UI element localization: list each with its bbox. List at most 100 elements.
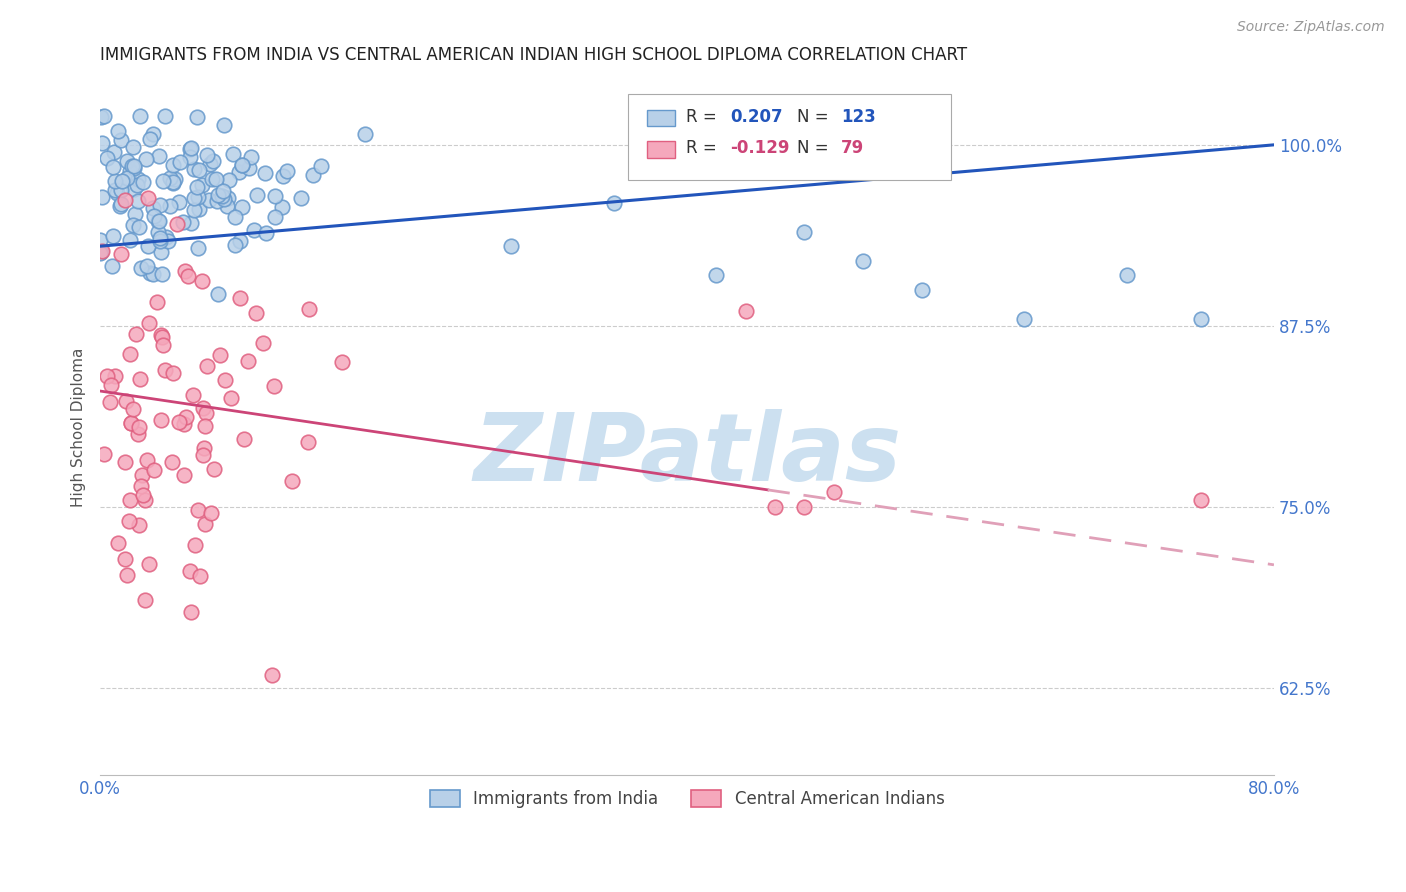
Point	[155, 362, 177, 376]
Point	[149, 231, 172, 245]
Point	[138, 317, 160, 331]
Point	[499, 239, 522, 253]
Point	[179, 142, 201, 156]
Point	[103, 174, 125, 188]
Point	[128, 219, 150, 234]
Point	[90, 110, 112, 124]
Point	[128, 194, 150, 209]
Point	[224, 211, 246, 225]
Point	[90, 190, 112, 204]
Point	[187, 190, 209, 204]
Point	[177, 268, 200, 283]
Point	[150, 329, 173, 343]
Point	[110, 196, 132, 211]
Point	[152, 174, 174, 188]
Point	[152, 338, 174, 352]
Point	[194, 406, 217, 420]
Point	[103, 145, 125, 159]
Point	[114, 455, 136, 469]
Point	[153, 109, 176, 123]
Point	[138, 239, 160, 253]
Point	[115, 154, 138, 169]
Point	[194, 418, 217, 433]
Point	[243, 223, 266, 237]
Point	[214, 374, 236, 388]
Point	[125, 178, 148, 192]
Point	[180, 605, 202, 619]
Text: N =: N =	[797, 139, 834, 157]
Point	[120, 233, 142, 247]
Point	[201, 154, 224, 169]
Point	[231, 200, 253, 214]
Point	[246, 188, 269, 202]
Point	[155, 229, 177, 244]
Point	[135, 152, 157, 166]
Point	[107, 123, 129, 137]
Point	[129, 109, 152, 123]
Point	[205, 194, 228, 208]
Point	[128, 517, 150, 532]
Point	[111, 174, 134, 188]
Point	[187, 241, 209, 255]
Text: 0.207: 0.207	[731, 108, 783, 126]
Point	[162, 176, 184, 190]
Point	[852, 253, 875, 268]
Text: IMMIGRANTS FROM INDIA VS CENTRAL AMERICAN INDIAN HIGH SCHOOL DIPLOMA CORRELATION: IMMIGRANTS FROM INDIA VS CENTRAL AMERICA…	[100, 46, 967, 64]
Point	[115, 393, 138, 408]
Point	[173, 417, 195, 431]
Point	[191, 401, 214, 416]
Text: 79: 79	[841, 139, 865, 157]
Point	[136, 453, 159, 467]
Point	[110, 247, 132, 261]
Point	[89, 245, 111, 260]
Point	[253, 166, 276, 180]
Legend: Immigrants from India, Central American Indians: Immigrants from India, Central American …	[423, 784, 952, 815]
Point	[330, 355, 353, 369]
Text: -0.129: -0.129	[731, 139, 790, 157]
Point	[122, 218, 145, 232]
Point	[184, 538, 207, 552]
Point	[149, 234, 172, 248]
Point	[254, 227, 277, 241]
Point	[148, 213, 170, 227]
Point	[219, 391, 242, 405]
Point	[139, 132, 162, 146]
Point	[101, 259, 124, 273]
Point	[217, 191, 239, 205]
Point	[149, 198, 172, 212]
Point	[201, 172, 224, 186]
Point	[194, 516, 217, 531]
Point	[129, 372, 152, 386]
Point	[197, 148, 219, 162]
Point	[142, 127, 165, 141]
Point	[302, 169, 325, 183]
Point	[118, 493, 141, 508]
Point	[205, 172, 228, 186]
Point	[159, 199, 181, 213]
Point	[131, 467, 153, 482]
Point	[91, 136, 114, 151]
Point	[150, 328, 173, 343]
Point	[270, 200, 292, 214]
Point	[128, 420, 150, 434]
Point	[232, 432, 254, 446]
Point	[93, 109, 115, 123]
Point	[139, 266, 162, 280]
Point	[121, 159, 143, 173]
Point	[264, 189, 287, 203]
Point	[186, 180, 208, 194]
Point	[187, 162, 209, 177]
Point	[118, 514, 141, 528]
FancyBboxPatch shape	[628, 94, 950, 180]
Point	[222, 147, 245, 161]
Y-axis label: High School Diploma: High School Diploma	[72, 348, 86, 507]
Point	[173, 468, 195, 483]
Text: R =: R =	[686, 139, 721, 157]
Point	[115, 170, 138, 185]
Point	[297, 435, 319, 450]
Point	[207, 287, 229, 301]
Point	[122, 161, 145, 175]
Point	[103, 161, 125, 175]
Point	[129, 261, 152, 276]
Point	[120, 416, 142, 430]
